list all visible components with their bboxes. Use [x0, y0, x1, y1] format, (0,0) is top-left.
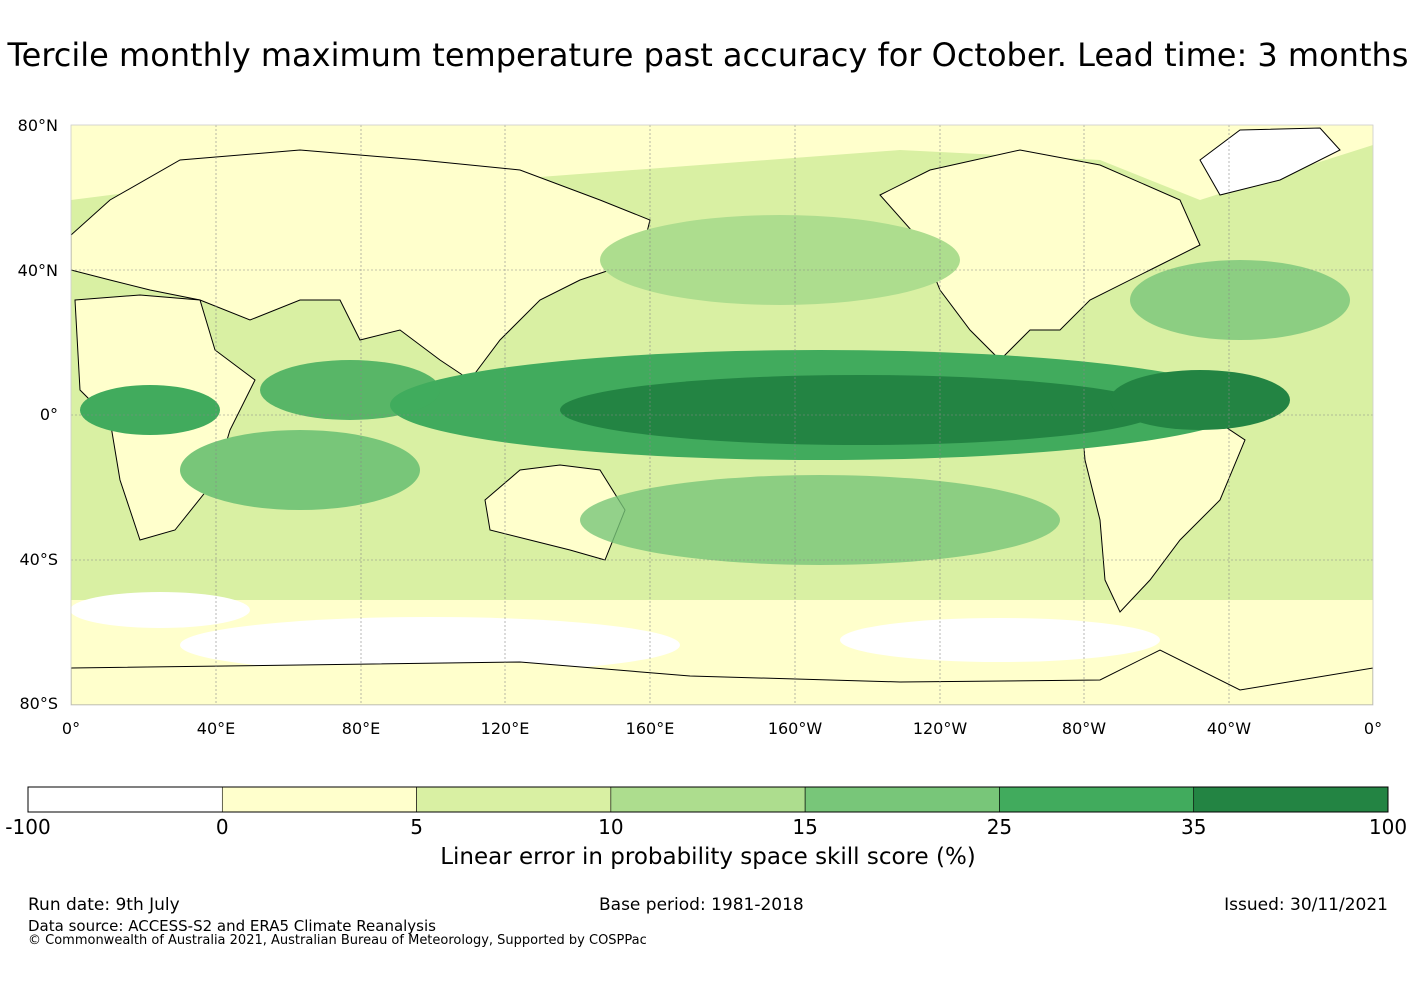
base-period: Base period: 1981-2018 [599, 895, 804, 915]
lon-label-0-east: 0° [1363, 719, 1383, 738]
lat-label-40n: 40°N [17, 261, 58, 280]
copyright: © Commonwealth of Australia 2021, Austra… [28, 933, 647, 948]
lon-label-40w: 40°W [1206, 719, 1252, 738]
colorbar-segment [1193, 786, 1389, 813]
colorbar-segment [416, 786, 612, 813]
colorbar-tick-label: 10 [598, 815, 624, 839]
lon-label-120e: 120°E [480, 719, 530, 738]
colorbar-tick-label: 100 [1368, 815, 1408, 839]
antarctica-landmass [71, 649, 1373, 705]
colorbar-segment [610, 786, 806, 813]
colorbar-tick-label: 5 [410, 815, 423, 839]
lon-label-160e: 160°E [625, 719, 675, 738]
skill-band [600, 215, 960, 305]
colorbar-tick-label: 25 [986, 815, 1013, 839]
run-date: Run date: 9th July [28, 895, 180, 915]
lon-label-0-west: 0° [61, 719, 81, 738]
colorbar-tick-label: 0 [215, 815, 229, 839]
map-frame [70, 124, 1374, 706]
colorbar-segment [221, 786, 417, 813]
colorbar-label: Linear error in probability space skill … [440, 844, 976, 870]
indian-ocean-skill [260, 360, 440, 420]
lat-label-0: 0° [39, 405, 58, 424]
lon-label-40e: 40°E [196, 719, 236, 738]
skill-band [1130, 260, 1350, 340]
data-source: Data source: ACCESS-S2 and ERA5 Climate … [28, 917, 436, 935]
north-america-landmass [879, 149, 1201, 361]
northern-land-band [71, 125, 1373, 200]
lon-label-160w: 160°W [767, 719, 823, 738]
low-skill-zone [71, 592, 250, 628]
lat-label-80n: 80°N [17, 116, 58, 135]
colorbar-tick-label: -100 [5, 815, 51, 839]
lat-label-80s: 80°S [19, 694, 58, 713]
lon-label-120w: 120°W [912, 719, 968, 738]
skill-band [180, 430, 420, 510]
colorbar-tick-label: 35 [1180, 815, 1207, 839]
colorbar-tick-label: 15 [792, 815, 818, 839]
low-skill-zone [840, 618, 1160, 662]
graticule [71, 125, 1373, 705]
lat-label-40s: 40°S [19, 550, 58, 569]
figure-title: Tercile monthly maximum temperature past… [7, 36, 1409, 74]
low-skill-zone [180, 617, 680, 673]
colorbar-segment [999, 786, 1195, 813]
tropical-skill-core [560, 375, 1160, 445]
colorbar-segment [804, 786, 1000, 813]
colorbar-frame [27, 786, 1389, 813]
issued-date: Issued: 30/11/2021 [1224, 895, 1388, 915]
lon-label-80e: 80°E [341, 719, 381, 738]
africa-skill-core [80, 385, 220, 435]
colorbar-segment [27, 786, 223, 813]
greenland-landmass [1199, 127, 1341, 196]
lon-label-80w: 80°W [1061, 719, 1107, 738]
